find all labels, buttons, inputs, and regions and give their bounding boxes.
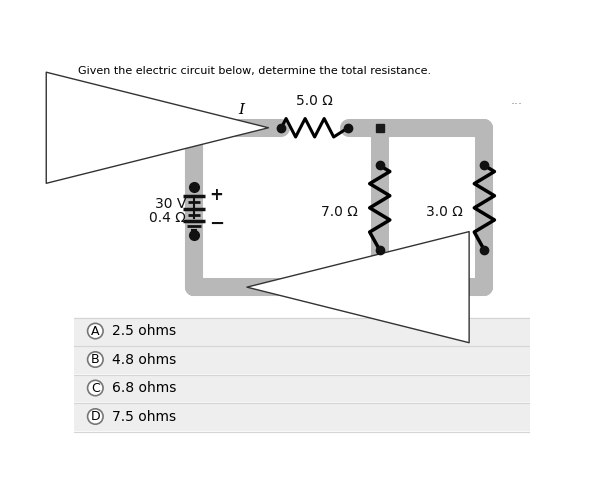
Bar: [376, 284, 385, 292]
Text: 7.5 ohms: 7.5 ohms: [112, 410, 177, 424]
Text: I: I: [238, 103, 244, 117]
Text: 6.8 ohms: 6.8 ohms: [112, 381, 177, 395]
Text: 0.4 Ω: 0.4 Ω: [149, 211, 186, 225]
Bar: [74, 374, 530, 402]
Text: +: +: [209, 186, 223, 204]
Bar: [74, 346, 530, 373]
Text: 5.0 Ω: 5.0 Ω: [296, 94, 333, 108]
Bar: [376, 124, 385, 132]
Bar: [74, 403, 530, 430]
Text: 7.0 Ω: 7.0 Ω: [321, 204, 358, 218]
Bar: [74, 318, 530, 344]
Text: B: B: [91, 353, 100, 366]
Circle shape: [88, 409, 103, 424]
Text: 3.0 Ω: 3.0 Ω: [426, 204, 463, 218]
Text: ...: ...: [511, 94, 523, 106]
Circle shape: [88, 352, 103, 367]
Text: Given the electric circuit below, determine the total resistance.: Given the electric circuit below, determ…: [78, 66, 431, 76]
Text: D: D: [91, 410, 100, 423]
Circle shape: [88, 324, 103, 338]
Text: −: −: [209, 215, 224, 233]
Text: 4.8 ohms: 4.8 ohms: [112, 352, 177, 366]
Text: C: C: [91, 382, 100, 394]
Circle shape: [88, 380, 103, 396]
Text: A: A: [91, 324, 100, 338]
Text: 2.5 ohms: 2.5 ohms: [112, 324, 177, 338]
Text: 30 V: 30 V: [155, 197, 186, 211]
